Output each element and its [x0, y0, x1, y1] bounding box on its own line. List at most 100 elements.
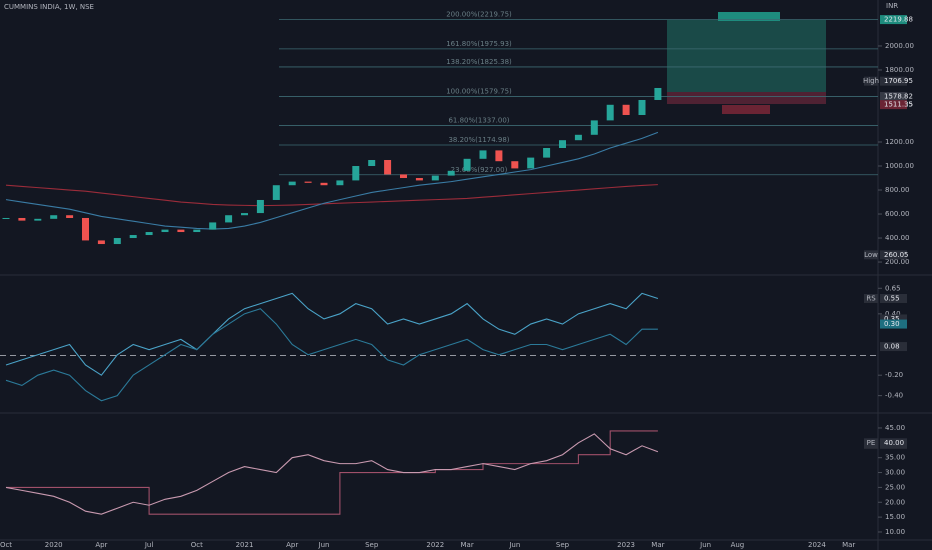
candle — [18, 217, 26, 221]
x-tick-label: 2022 — [426, 541, 444, 549]
position-stop-zone[interactable] — [667, 92, 826, 104]
candle — [209, 222, 217, 230]
x-tick-label: Mar — [842, 541, 855, 549]
candle — [495, 150, 503, 162]
price-tag-label: 1511.35 — [884, 101, 913, 109]
tag-marker — [864, 438, 878, 448]
fib-label: 161.80%(1975.93) — [446, 40, 512, 48]
price-tag-label: 0.35 — [884, 315, 900, 323]
candle — [2, 217, 10, 219]
candle — [606, 104, 614, 121]
price-tag-label: 260.05 — [884, 251, 909, 259]
candle — [384, 160, 392, 175]
candle — [145, 232, 153, 236]
x-tick-label: Jun — [508, 541, 520, 549]
candle — [34, 218, 42, 221]
x-tick-label: 2024 — [808, 541, 826, 549]
price-tag — [880, 293, 907, 303]
price-tag — [880, 76, 907, 86]
y-tick-label: 2000.00 — [885, 42, 914, 50]
price-tag — [880, 100, 907, 110]
tag-marker-label: High — [863, 77, 879, 85]
position-stop-tag — [722, 105, 770, 114]
candle — [320, 182, 328, 186]
moving-average-fast — [5, 131, 659, 230]
currency: INR — [886, 2, 898, 10]
candle — [225, 215, 233, 223]
x-tick-label: Sep — [365, 541, 379, 549]
candle — [304, 181, 312, 183]
candle — [256, 199, 264, 214]
fib-label: 23.60%(927.00) — [451, 166, 508, 174]
candle — [590, 120, 598, 135]
candle — [177, 229, 185, 233]
x-tick-label: Mar — [460, 541, 473, 549]
candle — [352, 166, 360, 181]
plot-layer: Oct 2020 Apr Jul Oct 2021 Apr Jun Sep 2022 Mar Jun S… — [0, 11, 914, 549]
tag-marker — [864, 76, 878, 86]
candle — [97, 240, 105, 245]
candle — [479, 150, 487, 159]
candle — [622, 104, 630, 115]
fib-label: 61.80%(1337.00) — [448, 117, 509, 125]
candle — [193, 229, 201, 233]
y-tick-label: -0.20 — [885, 371, 903, 379]
candle — [654, 87, 662, 100]
y-tick-label: 1200.00 — [885, 138, 914, 146]
candle — [82, 217, 89, 241]
x-tick-label: Jul — [144, 541, 154, 549]
candle — [415, 178, 423, 181]
x-tick-label: Jun — [318, 541, 330, 549]
price-tag — [880, 342, 907, 352]
candle — [638, 99, 646, 115]
y-tick-label: 25.00 — [885, 483, 905, 491]
x-tick-label: Apr — [95, 541, 107, 549]
y-tick-label: 800.00 — [885, 186, 910, 194]
price-tag-label: 40.00 — [884, 439, 904, 447]
eps-step-line — [6, 430, 658, 515]
tag-marker — [864, 293, 878, 303]
tag-marker — [864, 250, 878, 260]
candle — [288, 181, 296, 186]
relative-strength-line — [5, 292, 659, 376]
price-tag — [880, 319, 907, 329]
candle — [447, 170, 455, 176]
fib-label: 138.20%(1825.38) — [446, 58, 512, 66]
x-tick-label: Sep — [556, 541, 570, 549]
price-tag-label: 0.30 — [884, 320, 900, 328]
candle — [336, 180, 344, 186]
pe-line — [5, 433, 659, 515]
candle — [241, 213, 248, 216]
x-tick-label: Oct — [0, 541, 12, 549]
candle — [368, 160, 376, 167]
candle — [527, 157, 535, 169]
tag-marker-label: Low — [864, 251, 878, 259]
y-tick-label: 45.00 — [885, 424, 905, 432]
price-tag — [880, 314, 907, 324]
price-tag-label: 1706.95 — [884, 77, 913, 85]
tag-marker-label: RS — [866, 294, 876, 302]
x-tick-label: 2023 — [617, 541, 635, 549]
x-tick-label: Mar — [651, 541, 664, 549]
price-tag — [880, 92, 907, 102]
y-tick-label: 15.00 — [885, 513, 905, 521]
price-tag — [880, 438, 907, 448]
candle — [113, 238, 121, 245]
candle — [511, 161, 519, 169]
x-tick-label: Aug — [731, 541, 745, 549]
x-tick-label: 2020 — [45, 541, 63, 549]
fib-label: 100.00%(1579.75) — [446, 87, 512, 95]
candle — [463, 158, 471, 171]
fib-label: 200.00%(2219.75) — [446, 11, 512, 19]
y-tick-label: 30.00 — [885, 469, 905, 477]
position-target-tag — [718, 12, 780, 21]
position-target-zone[interactable] — [667, 20, 826, 92]
price-tag-label: 1578.82 — [884, 93, 913, 101]
y-tick-label: -0.40 — [885, 392, 903, 400]
price-tag-label: 2219.88 — [884, 16, 913, 24]
candle — [574, 134, 582, 141]
y-tick-label: 0.65 — [885, 284, 901, 292]
candle — [559, 140, 566, 149]
y-tick-label: 1000.00 — [885, 162, 914, 170]
